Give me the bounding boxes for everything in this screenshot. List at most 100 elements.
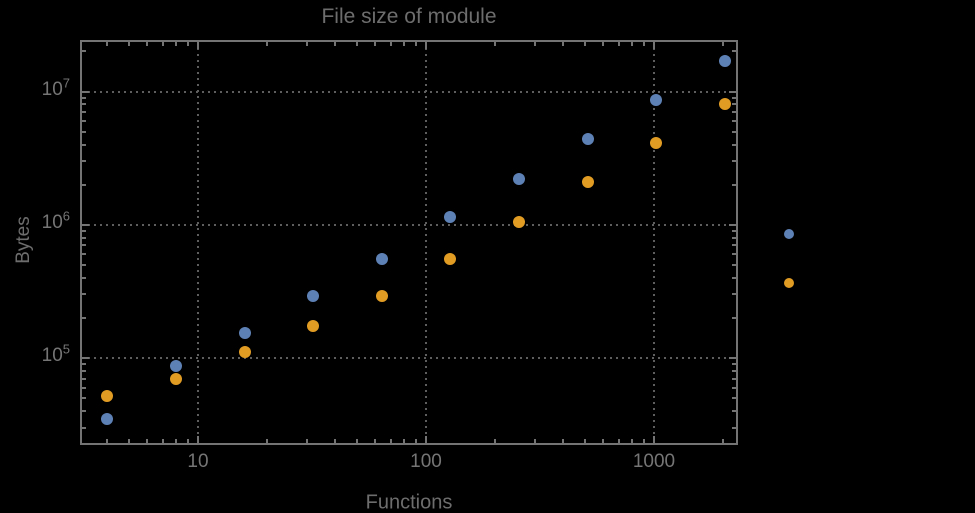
tick-mark [128, 42, 131, 46]
x-axis-label: Functions [365, 491, 453, 513]
tick-mark [265, 42, 268, 46]
tick-mark [374, 42, 377, 46]
tick-mark [305, 439, 308, 443]
tick-mark [493, 439, 496, 443]
gridline-vertical [653, 42, 655, 443]
y-tick-label: 107 [41, 75, 70, 100]
tick-mark [425, 42, 427, 49]
tick-mark [82, 386, 86, 389]
gridline-vertical [425, 42, 427, 443]
data-point-series-2-orange [444, 253, 457, 266]
tick-mark [630, 439, 633, 443]
tick-mark [161, 439, 164, 443]
data-point-series-1-blue [307, 290, 320, 303]
tick-mark [106, 42, 109, 46]
tick-mark [82, 96, 86, 99]
tick-mark [82, 160, 86, 163]
tick-mark [82, 263, 86, 266]
tick-mark [174, 42, 177, 46]
tick-mark [82, 369, 86, 372]
y-tick-label: 106 [41, 208, 70, 233]
data-point-series-1-blue [375, 253, 388, 266]
legend-marker-series-2 [784, 278, 794, 288]
tick-mark [82, 120, 86, 123]
tick-mark [82, 130, 86, 133]
tick-mark [533, 42, 536, 46]
data-point-series-2-orange [375, 290, 388, 303]
data-point-series-2-orange [101, 389, 114, 402]
gridline-horizontal [82, 357, 736, 359]
gridline-vertical [197, 42, 199, 443]
data-point-series-1-blue [513, 173, 526, 186]
tick-mark [82, 50, 86, 53]
tick-mark [732, 293, 736, 296]
tick-mark [82, 293, 86, 296]
tick-mark [642, 42, 645, 46]
data-point-series-2-orange [718, 97, 731, 110]
tick-mark [82, 363, 86, 366]
tick-mark [82, 90, 89, 93]
tick-mark [174, 439, 177, 443]
tick-mark [425, 436, 427, 443]
tick-mark [732, 183, 736, 186]
data-point-series-1-blue [444, 210, 457, 223]
tick-mark [617, 439, 620, 443]
tick-mark [533, 439, 536, 443]
tick-mark [732, 316, 736, 319]
tick-mark [562, 439, 565, 443]
tick-mark [732, 276, 736, 279]
tick-mark [389, 439, 392, 443]
tick-mark [82, 143, 86, 146]
tick-mark [732, 111, 736, 114]
gridline-horizontal [82, 223, 736, 226]
tick-mark [161, 42, 164, 46]
tick-mark [146, 42, 149, 46]
legend-marker-series-1 [784, 229, 794, 239]
tick-mark [82, 229, 86, 232]
plot-frame [80, 40, 738, 445]
tick-mark [642, 439, 645, 443]
tick-mark [82, 316, 86, 319]
tick-mark [305, 42, 308, 46]
tick-mark [584, 439, 587, 443]
data-point-series-1-blue [169, 360, 182, 373]
tick-mark [402, 42, 405, 46]
tick-mark [732, 229, 736, 232]
tick-mark [602, 42, 605, 46]
tick-mark [721, 42, 724, 46]
tick-mark [414, 439, 417, 443]
tick-mark [197, 436, 199, 443]
tick-mark [732, 377, 736, 380]
tick-mark [732, 426, 736, 429]
tick-mark [414, 42, 417, 46]
gridline-horizontal [82, 90, 736, 93]
tick-mark [653, 436, 655, 443]
tick-mark [197, 42, 199, 49]
tick-mark [729, 223, 736, 226]
tick-mark [82, 223, 89, 226]
tick-mark [82, 103, 86, 106]
y-tick-label: 105 [41, 341, 70, 366]
data-point-series-1-blue [650, 94, 663, 107]
tick-mark [356, 42, 359, 46]
tick-mark [732, 244, 736, 247]
tick-mark [402, 439, 405, 443]
tick-mark [729, 357, 736, 359]
tick-mark [106, 439, 109, 443]
x-tick-label: 10 [187, 451, 209, 472]
tick-mark [82, 397, 86, 400]
tick-mark [82, 183, 86, 186]
tick-mark [82, 357, 89, 359]
tick-mark [82, 253, 86, 256]
tick-mark [82, 377, 86, 380]
tick-mark [732, 369, 736, 372]
data-point-series-2-orange [650, 137, 663, 150]
tick-mark [732, 143, 736, 146]
data-point-series-1-blue [718, 54, 731, 67]
tick-mark [374, 439, 377, 443]
tick-mark [128, 439, 131, 443]
tick-mark [732, 397, 736, 400]
tick-mark [732, 236, 736, 239]
tick-mark [732, 160, 736, 163]
tick-mark [562, 42, 565, 46]
